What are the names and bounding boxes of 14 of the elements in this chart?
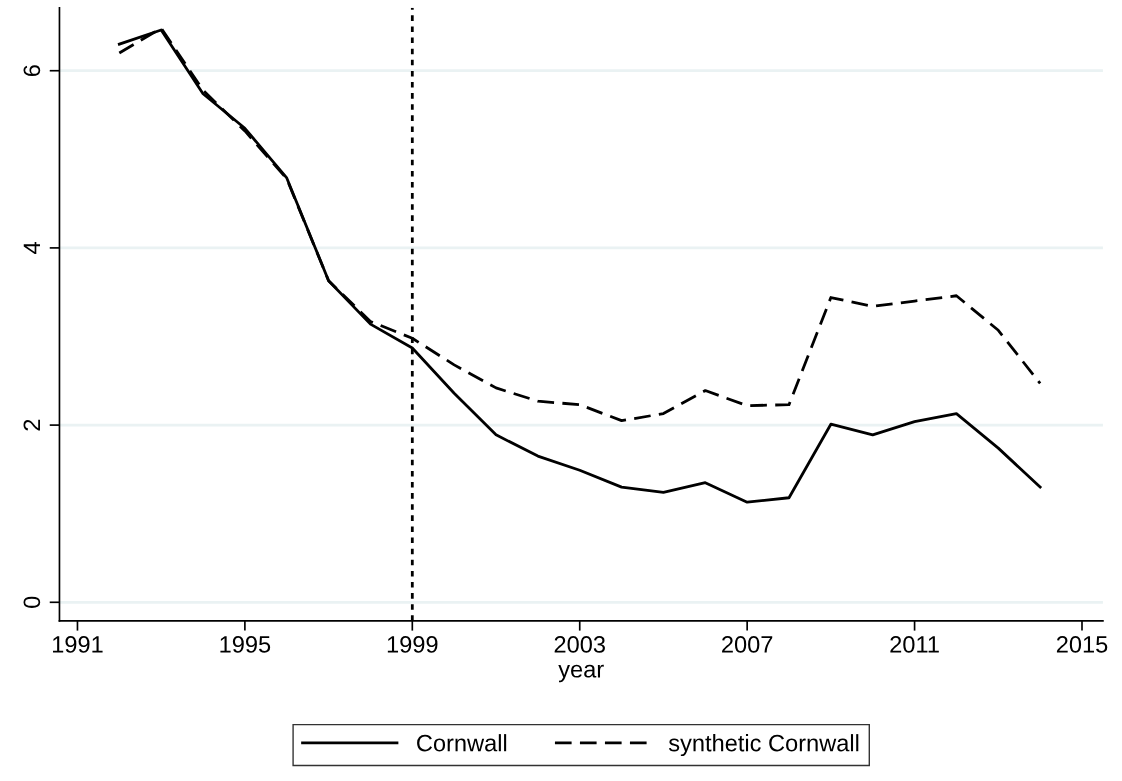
x-tick-label: 1999 bbox=[387, 636, 438, 653]
x-tick-label: 2015 bbox=[1056, 636, 1108, 653]
x-tick-label: 2007 bbox=[722, 636, 773, 653]
y-tick-label: 2 bbox=[23, 419, 40, 431]
y-tick-label: 6 bbox=[23, 65, 41, 77]
x-axis-title: year bbox=[558, 664, 604, 683]
y-tick-label: 0 bbox=[23, 596, 41, 608]
x-tick-label: 2003 bbox=[554, 636, 605, 653]
legend-label: synthetic Cornwall bbox=[668, 734, 859, 757]
x-tick-label: 1991 bbox=[53, 636, 103, 653]
y-tick-label: 4 bbox=[23, 242, 40, 254]
legend-label: Cornwall bbox=[417, 734, 507, 752]
x-tick-label: 1995 bbox=[220, 636, 271, 653]
x-tick-label: 2011 bbox=[890, 636, 939, 653]
